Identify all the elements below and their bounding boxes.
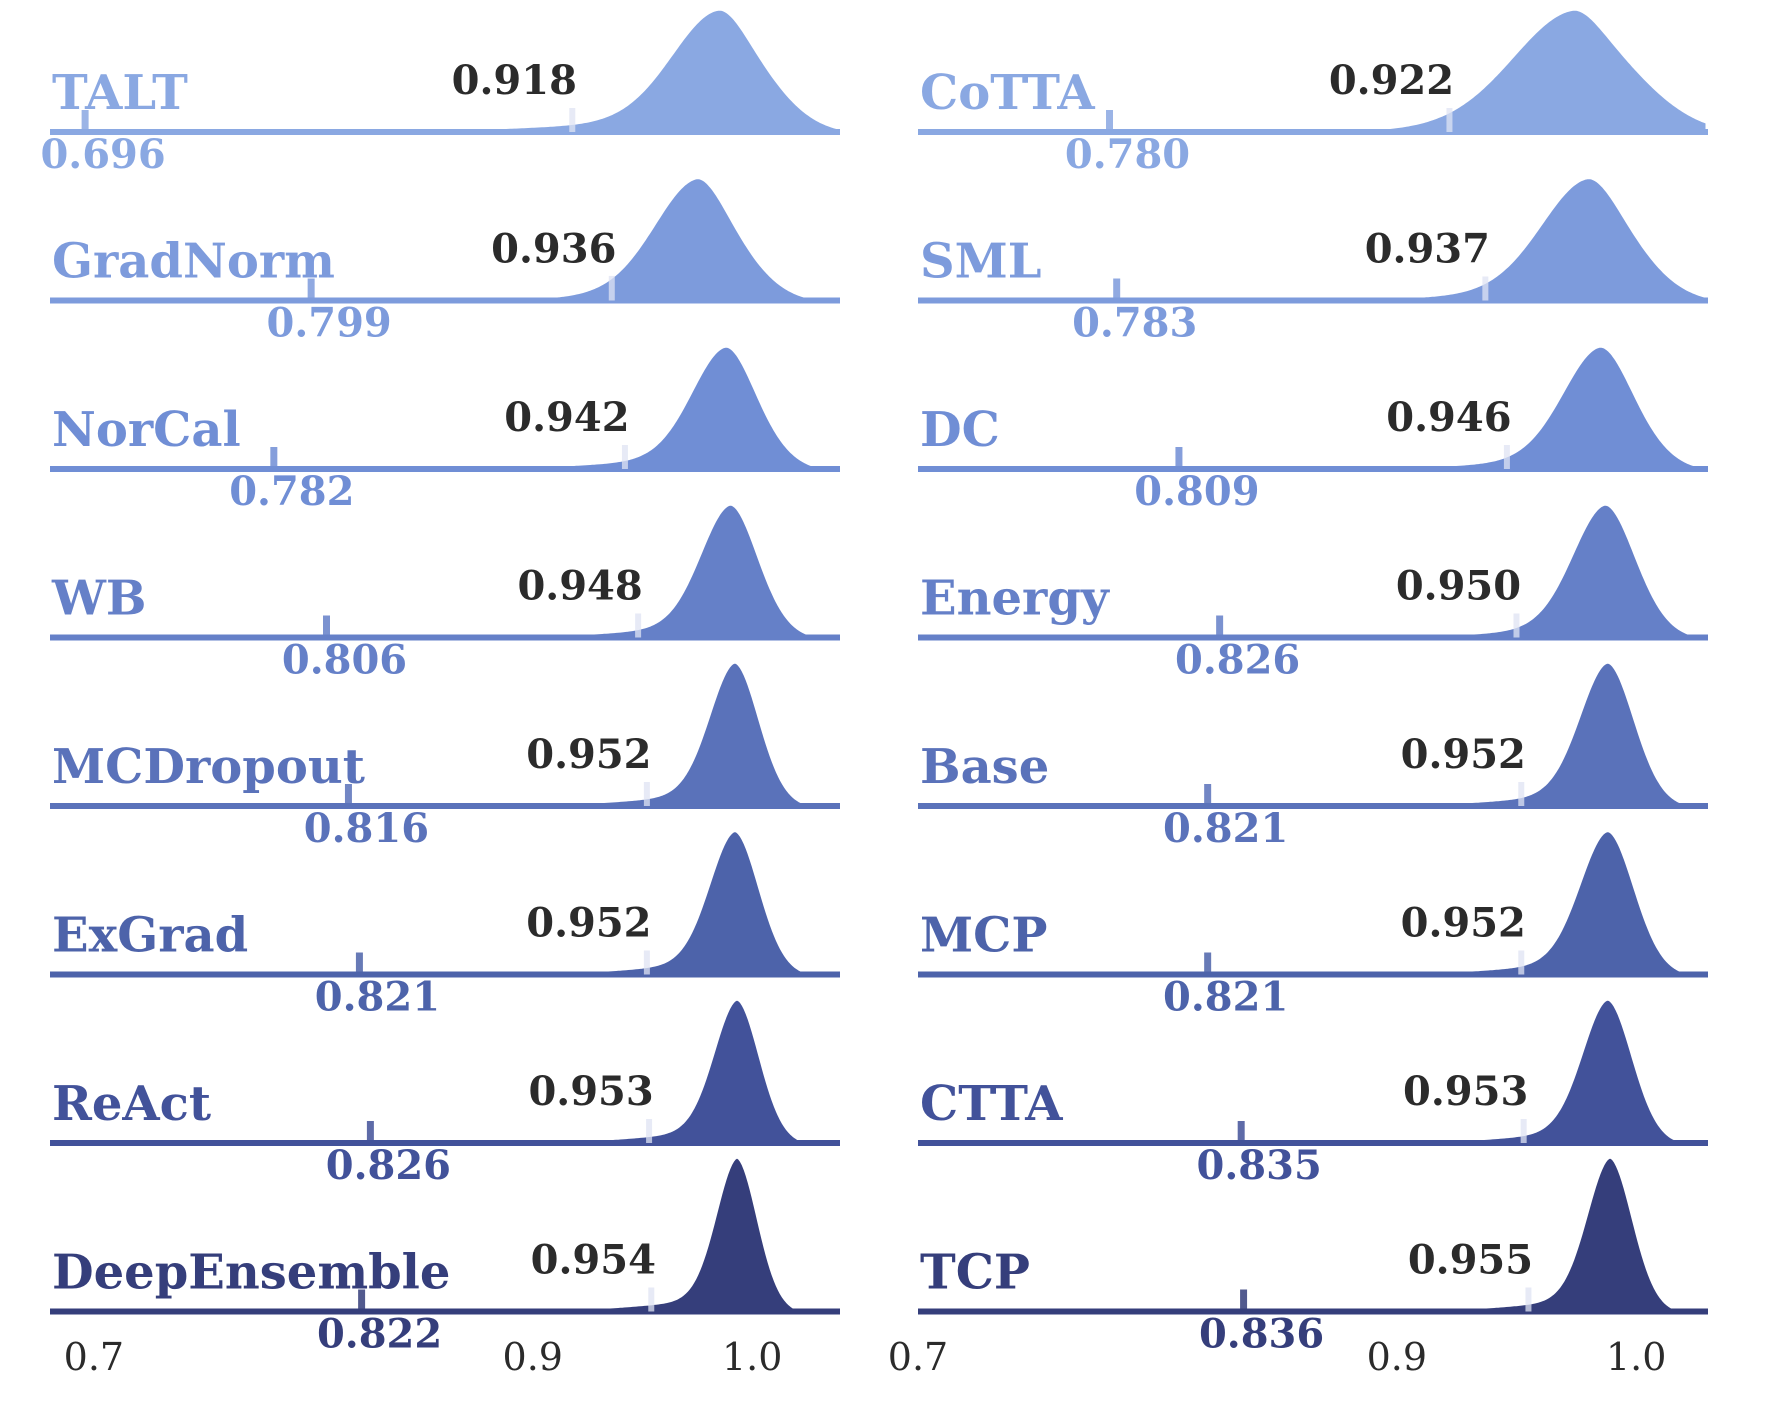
- min-value-ctta: 0.835: [1197, 1142, 1322, 1189]
- method-label-wb: WB: [51, 571, 146, 627]
- min-value-energy: 0.826: [1175, 637, 1300, 684]
- mean-value-mcdropout: 0.952: [526, 731, 651, 778]
- x-tick-label: 0.7: [888, 1335, 948, 1379]
- min-value-tcp: 0.836: [1199, 1311, 1324, 1358]
- method-label-gradnorm: GradNorm: [52, 234, 335, 290]
- method-label-ctta: CTTA: [920, 1076, 1063, 1132]
- mean-value-react: 0.953: [528, 1068, 653, 1115]
- panel-1: TALT 0.918 0.696 GradNorm 0.936 0.799 NorCal 0.…: [40, 5, 843, 1379]
- min-value-base: 0.821: [1163, 805, 1288, 852]
- method-label-tcp: TCP: [920, 1245, 1030, 1301]
- x-tick-label: 1.0: [1606, 1335, 1666, 1379]
- panel-2: CoTTA 0.922 0.780 SML 0.937 0.783 DC 0.946 0.809…: [888, 5, 1711, 1379]
- mean-value-tcp: 0.955: [1408, 1237, 1533, 1284]
- min-value-mcp: 0.821: [1163, 974, 1288, 1021]
- ridge-mcdropout: MCDropout 0.952 0.816: [47, 658, 843, 852]
- mean-value-sml: 0.937: [1365, 226, 1490, 273]
- min-value-deepensemble: 0.822: [317, 1311, 442, 1358]
- method-label-norcal: NorCal: [52, 402, 241, 458]
- min-value-exgrad: 0.821: [315, 974, 440, 1021]
- method-label-cotta: CoTTA: [920, 65, 1095, 121]
- method-label-exgrad: ExGrad: [52, 908, 248, 964]
- min-value-dc: 0.809: [1134, 468, 1259, 515]
- method-label-base: Base: [920, 739, 1049, 795]
- x-tick-label: 0.9: [1367, 1335, 1427, 1379]
- mean-value-cotta: 0.922: [1329, 57, 1454, 104]
- mean-value-dc: 0.946: [1386, 394, 1511, 441]
- min-value-talt: 0.696: [40, 131, 165, 178]
- x-tick-label: 0.7: [64, 1335, 124, 1379]
- mean-value-wb: 0.948: [517, 563, 642, 610]
- ridge-sml: SML 0.937 0.783: [915, 174, 1711, 347]
- min-value-wb: 0.806: [282, 637, 407, 684]
- ridge-dc: DC 0.946 0.809: [915, 342, 1711, 515]
- min-value-gradnorm: 0.799: [267, 300, 392, 347]
- ridge-base: Base 0.952 0.821: [915, 658, 1711, 852]
- ridge-deepensemble: DeepEnsemble 0.954 0.822: [47, 1153, 843, 1358]
- min-value-sml: 0.783: [1072, 300, 1197, 347]
- ridge-tcp: TCP 0.955 0.836: [915, 1153, 1711, 1358]
- mean-value-base: 0.952: [1401, 731, 1526, 778]
- method-label-energy: Energy: [920, 571, 1111, 627]
- x-tick-label: 1.0: [722, 1335, 782, 1379]
- method-label-sml: SML: [920, 234, 1042, 290]
- method-label-mcp: MCP: [920, 908, 1047, 964]
- ridge-ctta: CTTA 0.953 0.835: [915, 995, 1711, 1189]
- mean-value-energy: 0.950: [1396, 563, 1521, 610]
- min-value-norcal: 0.782: [229, 468, 354, 515]
- method-label-dc: DC: [920, 402, 1000, 458]
- ridge-cotta: CoTTA 0.922 0.780: [915, 5, 1711, 178]
- ridge-talt: TALT 0.918 0.696: [40, 5, 843, 178]
- mean-value-exgrad: 0.952: [526, 900, 651, 947]
- min-value-react: 0.826: [326, 1142, 451, 1189]
- mean-value-deepensemble: 0.954: [531, 1237, 656, 1284]
- ridge-gradnorm: GradNorm 0.936 0.799: [47, 174, 843, 347]
- method-label-react: ReAct: [52, 1076, 211, 1132]
- method-label-mcdropout: MCDropout: [52, 739, 365, 795]
- ridge-energy: Energy 0.950 0.826: [915, 500, 1711, 684]
- ridge-react: ReAct 0.953 0.826: [47, 995, 843, 1189]
- ridge-norcal: NorCal 0.942 0.782: [47, 342, 843, 515]
- mean-value-gradnorm: 0.936: [491, 226, 616, 273]
- min-value-mcdropout: 0.816: [304, 805, 429, 852]
- method-label-talt: TALT: [52, 65, 188, 121]
- x-tick-label: 0.9: [503, 1335, 563, 1379]
- mean-value-ctta: 0.953: [1403, 1068, 1528, 1115]
- min-value-cotta: 0.780: [1065, 131, 1190, 178]
- ridge-exgrad: ExGrad 0.952 0.821: [47, 827, 843, 1021]
- mean-value-mcp: 0.952: [1401, 900, 1526, 947]
- ridge-area-dc: [915, 342, 1711, 472]
- mean-value-norcal: 0.942: [504, 394, 629, 441]
- method-label-deepensemble: DeepEnsemble: [52, 1245, 450, 1301]
- ridge-mcp: MCP 0.952 0.821: [915, 827, 1711, 1021]
- ridge-wb: WB 0.948 0.806: [47, 500, 843, 684]
- ridge-area-wb: [47, 500, 843, 640]
- mean-value-talt: 0.918: [452, 57, 577, 104]
